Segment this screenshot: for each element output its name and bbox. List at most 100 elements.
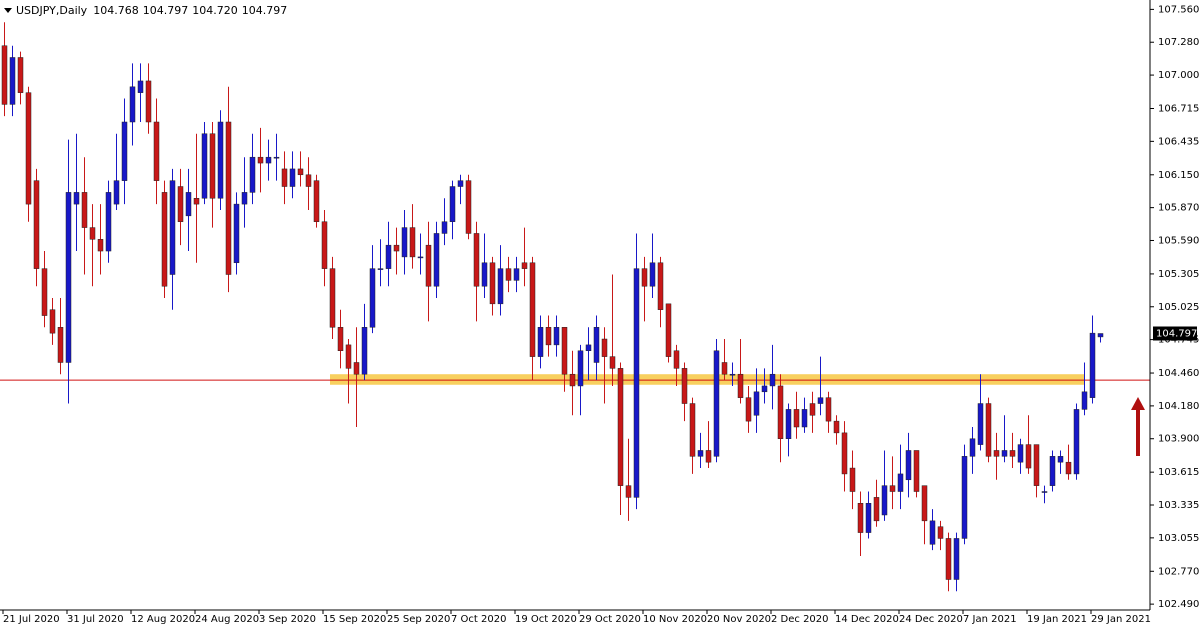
candle-body [305, 174, 312, 187]
x-tick-label: 15 Sep 2020 [323, 614, 386, 625]
x-tick-label: 29 Oct 2020 [579, 614, 641, 625]
y-tick-label: 105.025 [1158, 302, 1199, 313]
candle-body [745, 397, 752, 422]
candle-body [857, 503, 864, 533]
candle-body [449, 186, 456, 222]
candle-body [1017, 444, 1024, 463]
candle-body [553, 327, 560, 346]
candle-body [753, 391, 760, 416]
y-tick-label: 107.000 [1158, 70, 1199, 81]
candle-body [849, 467, 856, 492]
candle-body [89, 227, 96, 240]
y-tick-label: 105.590 [1158, 235, 1199, 246]
candle-body [209, 133, 216, 199]
candle-body [521, 262, 528, 269]
y-tick-label: 107.280 [1158, 37, 1199, 48]
candle-body [561, 327, 568, 375]
candle-body [177, 186, 184, 222]
candle-body [945, 538, 952, 580]
candle-body [217, 121, 224, 199]
candle-body [953, 538, 960, 580]
candle-body [233, 203, 240, 264]
x-tick-label: 14 Dec 2020 [835, 614, 899, 625]
candle-body [113, 180, 120, 205]
candle-body [665, 303, 672, 357]
candle-body [225, 121, 232, 275]
candle-body [1009, 450, 1016, 457]
candle-body [993, 450, 1000, 457]
candle-body [161, 192, 168, 287]
candle-body [729, 373, 736, 376]
candle-body [97, 239, 104, 252]
candle-body [969, 438, 976, 457]
candle-body [153, 121, 160, 181]
candle-body [457, 180, 464, 187]
x-tick-label: 31 Jul 2020 [67, 614, 124, 625]
candle-body [697, 450, 704, 457]
candle-body [1033, 444, 1040, 486]
x-tick-label: 2 Dec 2020 [771, 614, 829, 625]
candle-body [329, 268, 336, 328]
candle-body [673, 350, 680, 369]
candle-body [441, 221, 448, 234]
x-tick-label: 7 Jan 2021 [963, 614, 1017, 625]
candle-body [1001, 450, 1008, 457]
candle-body [761, 385, 768, 393]
x-tick-label: 29 Jan 2021 [1091, 614, 1151, 625]
candle-body [241, 192, 248, 205]
candle-body [481, 262, 488, 287]
candle-body [169, 180, 176, 275]
up-arrow [1131, 397, 1145, 456]
x-tick-label: 24 Dec 2020 [899, 614, 963, 625]
candle-body [33, 180, 40, 269]
candle-body [81, 192, 88, 228]
candle-body [513, 268, 520, 281]
y-tick-label: 105.305 [1158, 269, 1199, 280]
candle-body [681, 368, 688, 404]
candle-body [137, 80, 144, 93]
candle-body [641, 268, 648, 287]
candle-body [657, 262, 664, 310]
candle-body [889, 485, 896, 492]
candle-body [809, 403, 816, 416]
candle-body [721, 362, 728, 375]
candle-body [425, 244, 432, 287]
candle-body [497, 268, 504, 305]
support-zone [330, 374, 1085, 385]
candle-body [649, 262, 656, 287]
x-tick-label: 19 Jan 2021 [1027, 614, 1087, 625]
header-menu-icon [4, 8, 12, 13]
candle-body [1097, 333, 1104, 338]
x-tick-label: 7 Oct 2020 [451, 614, 506, 625]
candle-body [625, 485, 632, 498]
candle-body [345, 344, 352, 369]
candle-body [25, 92, 32, 205]
candle-body [705, 450, 712, 463]
candle-body [1065, 461, 1072, 475]
candle-body [393, 244, 400, 252]
candle-body [801, 409, 808, 428]
y-tick-label: 103.615 [1158, 467, 1199, 478]
candle-body [265, 156, 272, 164]
header-open: 104.768 [93, 4, 139, 17]
candle-body [465, 180, 472, 234]
candle-body [249, 156, 256, 193]
candle-body [897, 473, 904, 492]
x-tick-label: 19 Oct 2020 [515, 614, 577, 625]
symbol: USDJPY,Daily [16, 4, 88, 17]
y-tick-label: 106.435 [1158, 136, 1199, 147]
candle-body [841, 432, 848, 475]
candle-body [281, 168, 288, 187]
candle-body [185, 192, 192, 217]
candle-body [1049, 456, 1056, 486]
chart-header: USDJPY,Daily 104.768 104.797 104.720 104.797 [16, 4, 287, 17]
candle-body [633, 268, 640, 498]
candle-body [385, 244, 392, 269]
candle-body [737, 373, 744, 398]
candle-body [105, 192, 112, 252]
candle-body [905, 450, 912, 481]
candle-body [65, 192, 72, 363]
candle-body [865, 503, 872, 533]
